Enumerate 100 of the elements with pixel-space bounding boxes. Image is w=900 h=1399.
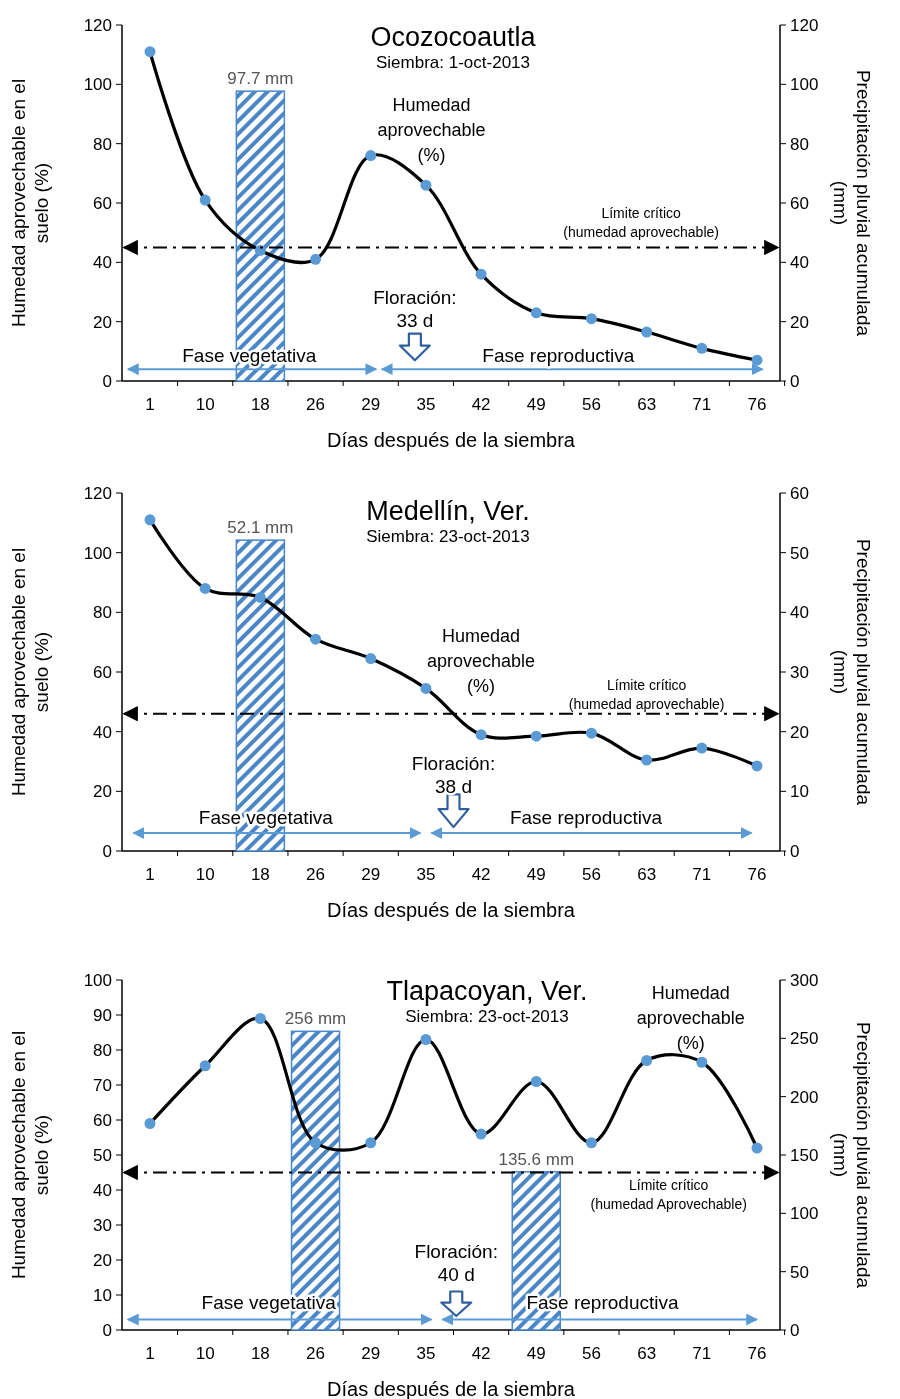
x-tick-label: 29 [361, 395, 381, 414]
y-tick-label: 120 [83, 15, 112, 35]
ref-line-label: Límite crítico (humedad aprovechable) [568, 676, 725, 712]
y-tick-label: 20 [93, 782, 112, 802]
y2-tick-label: 0 [790, 841, 800, 861]
x-tick-label: 26 [306, 395, 326, 414]
text: Siembra: 23-oct-2013 [366, 527, 530, 546]
x-tick-label: 76 [747, 1344, 767, 1363]
y2-tick-label: 0 [790, 1320, 800, 1340]
y2-tick-label: 0 [790, 371, 800, 391]
y-tick-label: 100 [83, 75, 112, 95]
y-tick-label: 10 [93, 1285, 112, 1305]
y2-axis-title: Precipitación pluvial acumulada (mm) [830, 538, 874, 806]
series-label: Humedad aprovechable (%) [377, 95, 486, 166]
y-tick-label: 0 [102, 841, 112, 861]
x-tick-label: 26 [306, 865, 326, 884]
y-tick-label: 80 [93, 603, 112, 623]
y-tick-label: 40 [93, 722, 112, 742]
x-tick-label: 1 [145, 395, 155, 414]
x-axis-title: Días después de la siembra [327, 899, 576, 921]
x-tick-label: 71 [692, 395, 712, 414]
y2-tick-label: 120 [790, 15, 819, 35]
y-axis-title: Humedad aprovechable en el suelo (%) [8, 547, 52, 797]
y-tick-label: 60 [93, 1110, 112, 1130]
y2-tick-label: 30 [790, 662, 809, 682]
y-tick-label: 60 [93, 193, 112, 213]
y2-tick-label: 20 [790, 722, 809, 742]
y2-tick-label: 200 [790, 1087, 819, 1107]
series-label: Humedad aprovechable (%) [427, 626, 536, 697]
x-tick-label: 29 [361, 1344, 381, 1363]
annotation: Fase reproductiva [482, 344, 635, 366]
x-tick-label: 10 [195, 395, 215, 414]
x-tick-label: 10 [195, 865, 215, 884]
annotation: Floración: 40 d [414, 1241, 498, 1286]
annotation: Floración: 38 d [411, 753, 496, 798]
data-label: 256 mm [284, 1009, 347, 1029]
y-tick-label: 30 [93, 1215, 112, 1235]
y-tick-label: 100 [83, 543, 112, 563]
x-tick-label: 18 [250, 395, 270, 414]
y-tick-label: 100 [83, 970, 112, 990]
y-tick-label: 120 [83, 483, 112, 503]
x-tick-label: 26 [306, 1344, 326, 1363]
y2-tick-label: 100 [790, 1204, 819, 1224]
chart-title: Tlapacoyan, Ver. [386, 976, 588, 1006]
annotation: Floración: 33 d [373, 286, 457, 331]
y-tick-label: 40 [93, 1180, 112, 1200]
x-tick-label: 56 [581, 395, 601, 414]
y2-tick-label: 100 [790, 75, 819, 95]
data-label: 135.6 mm [498, 1149, 575, 1169]
series-label: Humedad aprovechable (%) [636, 983, 745, 1054]
y2-tick-label: 10 [790, 782, 809, 802]
ref-line-label: Límite crítico (humedad aprovechable) [563, 204, 719, 240]
y2-tick-label: 20 [790, 312, 809, 332]
x-tick-label: 63 [637, 395, 657, 414]
x-tick-label: 18 [250, 865, 270, 884]
x-tick-label: 18 [250, 1344, 270, 1363]
y-tick-label: 60 [93, 662, 112, 682]
x-axis-title: Días después de la siembra [327, 429, 576, 451]
x-tick-label: 49 [526, 865, 546, 884]
y-tick-label: 50 [93, 1145, 112, 1165]
x-tick-label: 35 [416, 1344, 436, 1363]
y2-tick-label: 150 [790, 1145, 819, 1165]
y2-tick-label: 50 [790, 1262, 809, 1282]
y-tick-label: 80 [93, 1040, 112, 1060]
x-tick-label: 76 [747, 865, 767, 884]
chart-title: Medellín, Ver. [366, 496, 530, 526]
y2-axis-title: Precipitación pluvial acumulada (mm) [830, 1021, 874, 1289]
x-tick-label: 71 [692, 1344, 712, 1363]
x-tick-label: 42 [471, 395, 491, 414]
chart-title: Ocozocoautla [370, 22, 537, 52]
ref-line-label: Límite crítico (humedad Aprovechable) [590, 1177, 747, 1212]
y2-tick-label: 50 [790, 543, 809, 563]
x-tick-label: 42 [471, 1344, 491, 1363]
y2-tick-label: 60 [790, 193, 809, 213]
x-tick-label: 63 [637, 1344, 657, 1363]
y-axis-title: Humedad aprovechable en el suelo (%) [8, 1030, 52, 1280]
y2-tick-label: 250 [790, 1029, 819, 1049]
y-tick-label: 40 [93, 253, 112, 273]
x-tick-label: 42 [471, 865, 491, 884]
y2-axis-title: Precipitación pluvial acumulada (mm) [830, 69, 874, 337]
y-tick-label: 20 [93, 1250, 112, 1270]
y-tick-label: 20 [93, 312, 112, 332]
y-tick-label: 90 [93, 1005, 112, 1025]
text: Siembra: 1-oct-2013 [375, 53, 531, 72]
x-tick-label: 35 [416, 395, 436, 414]
x-tick-label: 49 [526, 395, 546, 414]
x-tick-label: 1 [145, 1344, 155, 1363]
data-label: 52.1 mm [227, 518, 294, 538]
x-tick-label: 1 [145, 865, 155, 884]
y-tick-label: 0 [102, 1320, 112, 1340]
x-tick-label: 63 [637, 865, 657, 884]
annotation: Fase reproductiva [509, 807, 663, 829]
y2-tick-label: 60 [790, 483, 809, 503]
x-tick-label: 10 [195, 1344, 215, 1363]
x-tick-label: 29 [361, 865, 381, 884]
x-tick-label: 49 [526, 1344, 546, 1363]
y-tick-label: 0 [102, 371, 112, 391]
y-tick-label: 80 [93, 134, 112, 154]
y2-tick-label: 40 [790, 253, 809, 273]
x-tick-label: 35 [416, 865, 436, 884]
